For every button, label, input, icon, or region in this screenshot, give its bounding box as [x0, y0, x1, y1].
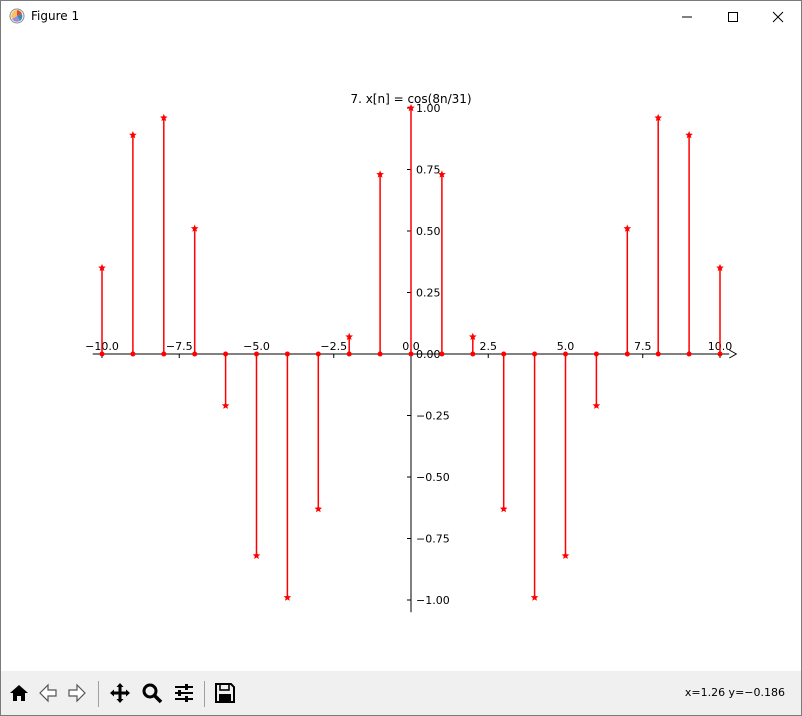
x-tick-label: 7.5	[634, 340, 652, 353]
stem-marker	[530, 593, 539, 601]
stem-marker	[407, 104, 415, 112]
y-tick-label: 0.75	[416, 164, 441, 177]
zoom-icon	[142, 683, 163, 704]
stem-marker	[345, 332, 353, 341]
baseline-marker	[99, 351, 105, 357]
toolbar-separator	[98, 681, 99, 707]
stem-marker	[252, 551, 261, 559]
stem-marker	[129, 131, 137, 139]
baseline-marker	[439, 351, 445, 357]
back-button[interactable]	[34, 679, 62, 707]
y-tick-label: −0.25	[416, 410, 450, 423]
cursor-coordinates: x=1.26 y=−0.186	[684, 686, 785, 699]
baseline-marker	[377, 351, 383, 357]
baseline-marker	[563, 351, 568, 357]
y-tick-label: 0.00	[416, 348, 441, 361]
navigation-toolbar: x=1.26 y=−0.186	[1, 671, 801, 715]
save-button[interactable]	[211, 679, 239, 707]
configure-subplots-button[interactable]	[170, 679, 198, 707]
matplotlib-icon	[9, 8, 25, 24]
save-icon	[215, 683, 235, 703]
baseline-marker	[161, 351, 167, 357]
stem-marker	[98, 263, 106, 272]
stem-marker	[654, 113, 662, 122]
chart-title: 7. x[n] = cos(8n/31)	[350, 92, 471, 106]
stem-marker	[623, 224, 632, 232]
x-tick-label: 2.5	[480, 340, 498, 353]
baseline-marker	[192, 351, 198, 357]
stem-marker	[499, 504, 508, 513]
close-icon	[772, 11, 784, 22]
pan-icon	[110, 683, 130, 703]
baseline-marker	[223, 351, 229, 357]
toolbar-separator	[204, 681, 205, 707]
baseline-marker	[624, 351, 630, 357]
minimize-icon	[682, 16, 692, 17]
x-tick-label: −2.5	[320, 340, 347, 353]
y-tick-label: −1.00	[416, 594, 450, 607]
baseline-marker	[501, 351, 507, 357]
baseline-marker	[346, 351, 352, 357]
baseline-marker	[130, 351, 136, 357]
stem-marker	[160, 113, 168, 122]
stem-marker	[561, 551, 570, 559]
maximize-icon	[728, 11, 738, 22]
y-tick-label: −0.50	[416, 471, 450, 484]
configure-subplots-icon	[175, 684, 193, 702]
y-tick-label: 0.50	[416, 225, 441, 238]
baseline-marker	[717, 351, 723, 357]
y-tick-label: −0.75	[416, 533, 450, 546]
x-tick-label: 5.0	[557, 340, 575, 353]
minimize-button[interactable]	[664, 1, 710, 32]
stem-marker	[592, 401, 601, 409]
y-tick-label: 1.00	[416, 102, 441, 115]
zoom-button[interactable]	[138, 679, 166, 707]
close-button[interactable]	[755, 1, 801, 32]
stem-marker	[685, 131, 693, 139]
back-icon	[39, 683, 57, 703]
baseline-marker	[284, 351, 290, 357]
title-bar[interactable]: Figure 1	[1, 1, 801, 32]
stem-chart: 7. x[n] = cos(8n/31)−10.0 −7.5 −5.0 −2.5 0.0…	[85, 92, 738, 613]
stem-marker	[221, 401, 230, 409]
baseline-marker	[315, 351, 321, 357]
y-tick-label: 0.25	[416, 287, 441, 300]
forward-icon	[68, 683, 86, 703]
x-tick-label: −7.5	[166, 340, 193, 353]
home-button[interactable]	[5, 679, 33, 707]
stem-marker	[469, 332, 477, 341]
stem-marker	[314, 504, 323, 513]
forward-button[interactable]	[63, 679, 91, 707]
x-tick-label: −5.0	[243, 340, 270, 353]
baseline-marker	[470, 351, 476, 357]
stem-marker	[716, 263, 724, 272]
pan-button[interactable]	[106, 679, 134, 707]
stem-marker	[283, 593, 292, 601]
stem-marker	[190, 224, 199, 232]
maximize-button[interactable]	[710, 1, 756, 32]
baseline-marker	[254, 351, 259, 357]
stem-marker	[438, 170, 446, 178]
window-title: Figure 1	[31, 9, 80, 23]
plot-canvas[interactable]: 7. x[n] = cos(8n/31) −10.0 −7.5 −5.0 −2.5 0.0…	[1, 32, 801, 671]
baseline-marker	[655, 351, 661, 357]
baseline-marker	[532, 351, 538, 357]
stem-marker	[376, 170, 384, 178]
x-axis-arrow	[729, 349, 738, 359]
baseline-marker	[686, 351, 692, 357]
baseline-marker	[408, 351, 414, 357]
home-icon	[10, 685, 28, 701]
baseline-marker	[593, 351, 599, 357]
